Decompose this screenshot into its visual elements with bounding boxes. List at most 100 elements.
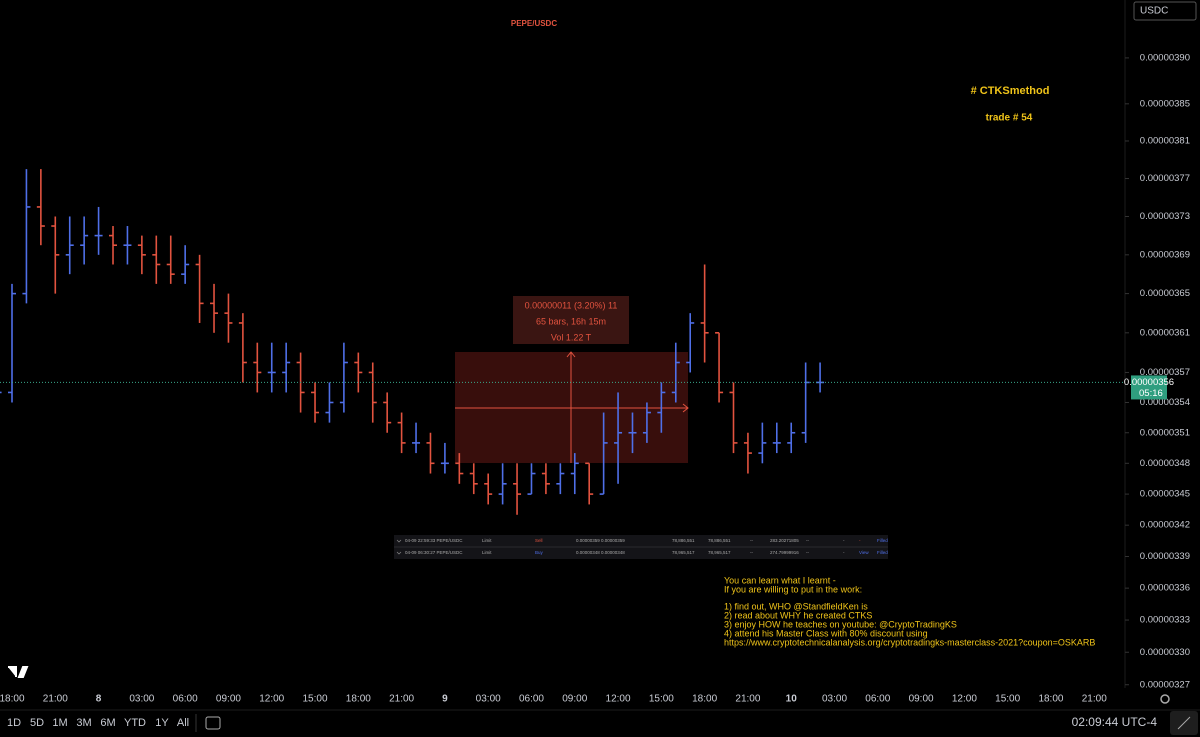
x-tick-label: 18:00 bbox=[1038, 694, 1063, 705]
order-cell: Sell bbox=[535, 538, 543, 543]
x-tick-label: 18:00 bbox=[0, 694, 25, 705]
order-cell: -- bbox=[750, 550, 753, 555]
x-tick-label: 06:00 bbox=[865, 694, 890, 705]
currency-label[interactable]: USDC bbox=[1140, 6, 1168, 17]
measure-arrow bbox=[682, 403, 689, 413]
note-line: If you are willing to put in the work: bbox=[724, 584, 862, 594]
measure-label-box bbox=[513, 296, 629, 344]
order-cell: - bbox=[843, 538, 845, 543]
range-button[interactable]: 1D bbox=[7, 717, 21, 729]
y-tick-label: 0.00000348 bbox=[1140, 458, 1190, 469]
last-price-label: 0.00000356 bbox=[1124, 377, 1174, 388]
y-tick-label: 0.00000339 bbox=[1140, 551, 1190, 562]
currency-box[interactable] bbox=[1133, 1, 1197, 21]
x-tick-label: 18:00 bbox=[346, 694, 371, 705]
chart-title: PEPE/USDC bbox=[511, 19, 557, 28]
measure-text: Vol 1.22 T bbox=[551, 332, 592, 342]
order-cell: 78,965,517 bbox=[708, 550, 731, 555]
order-cell: Limit bbox=[482, 550, 492, 555]
x-tick-label: 12:00 bbox=[606, 694, 631, 705]
y-tick-label: 0.00000354 bbox=[1140, 397, 1190, 408]
countdown: 05:16 bbox=[1139, 388, 1163, 399]
clock: 02:09:44 UTC-4 bbox=[1072, 715, 1158, 729]
range-button[interactable]: 1M bbox=[52, 717, 67, 729]
x-tick-label: 06:00 bbox=[519, 694, 544, 705]
measure-text: 65 bars, 16h 15m bbox=[536, 316, 606, 326]
order-cell: Filled bbox=[877, 550, 888, 555]
order-cell: Filled bbox=[877, 538, 888, 543]
measure-text: 0.00000011 (3.20%) 11 bbox=[525, 300, 618, 310]
x-tick-label: 21:00 bbox=[389, 694, 414, 705]
toggle-icon bbox=[1177, 716, 1191, 730]
row-chevron bbox=[396, 539, 402, 543]
x-tick-label: 21:00 bbox=[1082, 694, 1107, 705]
x-tick-label: 21:00 bbox=[735, 694, 760, 705]
note-line: You can learn what I learnt - bbox=[724, 575, 836, 585]
y-tick-label: 0.00000357 bbox=[1140, 367, 1190, 378]
y-tick-label: 0.00000373 bbox=[1140, 211, 1190, 222]
y-tick-label: 0.00000381 bbox=[1140, 135, 1190, 146]
currency-select[interactable]: USDC bbox=[1133, 1, 1197, 21]
order-cell: -- bbox=[806, 538, 809, 543]
logo bbox=[8, 666, 29, 678]
range-button[interactable]: 1Y bbox=[155, 717, 169, 729]
x-tick-label: 03:00 bbox=[129, 694, 154, 705]
order-cell: View bbox=[859, 550, 869, 555]
y-tick-label: 0.00000390 bbox=[1140, 52, 1190, 63]
note-line: 4) attend his Master Class with 80% disc… bbox=[724, 628, 928, 638]
y-tick-label: 0.00000327 bbox=[1140, 679, 1190, 690]
x-tick-label: 09:00 bbox=[909, 694, 934, 705]
y-tick-label: 0.00000361 bbox=[1140, 327, 1190, 338]
note-line: 1) find out, WHO @StandfieldKen is bbox=[724, 601, 868, 611]
annotation: trade # 54 bbox=[986, 113, 1033, 124]
y-tick-label: 0.00000351 bbox=[1140, 427, 1190, 438]
range-button[interactable]: All bbox=[177, 717, 189, 729]
x-tick-label: 09:00 bbox=[216, 694, 241, 705]
settings-icon[interactable] bbox=[1160, 694, 1170, 704]
order-cell: 274.79999916 bbox=[770, 550, 799, 555]
range-button[interactable]: 6M bbox=[100, 717, 115, 729]
order-cell: 283.20271805 bbox=[770, 538, 799, 543]
last-price-box bbox=[1131, 375, 1167, 400]
x-tick-label: 21:00 bbox=[43, 694, 68, 705]
order-cell: 0.00000348 0.00000348 bbox=[576, 550, 625, 555]
note-line: 2) read about WHY he created CTKS bbox=[724, 610, 872, 620]
order-cell: - bbox=[859, 538, 861, 543]
note-line: https://www.cryptotechnicalanalysis.org/… bbox=[724, 637, 1095, 647]
x-tick-label: 09:00 bbox=[562, 694, 587, 705]
range-button[interactable]: 5D bbox=[30, 717, 44, 729]
order-cell: 04-09 06:30:27 PEPE/USDC bbox=[405, 550, 463, 555]
x-tick-label: 12:00 bbox=[952, 694, 977, 705]
note-line: 3) enjoy HOW he teaches on youtube: @Cry… bbox=[724, 619, 957, 629]
x-tick-label: 15:00 bbox=[649, 694, 674, 705]
order-cell: 78,886,551 bbox=[708, 538, 731, 543]
x-tick-label: 8 bbox=[96, 694, 102, 705]
x-tick-label: 9 bbox=[442, 694, 448, 705]
y-tick-label: 0.00000369 bbox=[1140, 249, 1190, 260]
measure-arrow bbox=[566, 351, 576, 358]
goto-date-icon[interactable] bbox=[205, 716, 221, 730]
x-tick-label: 15:00 bbox=[995, 694, 1020, 705]
order-cell: 0.00000359 0.00000359 bbox=[576, 538, 625, 543]
x-tick-label: 18:00 bbox=[692, 694, 717, 705]
x-tick-label: 06:00 bbox=[173, 694, 198, 705]
y-tick-label: 0.00000365 bbox=[1140, 288, 1190, 299]
x-tick-label: 12:00 bbox=[259, 694, 284, 705]
x-tick-label: 03:00 bbox=[476, 694, 501, 705]
order-cell: Limit bbox=[482, 538, 492, 543]
y-tick-label: 0.00000345 bbox=[1140, 489, 1190, 500]
measure-tool: 0.00000011 (3.20%) 11 65 bars, 16h 15m V… bbox=[455, 296, 689, 463]
order-cell: - bbox=[843, 550, 845, 555]
order-cell: Buy bbox=[535, 550, 544, 555]
range-button[interactable]: 3M bbox=[76, 717, 91, 729]
order-cell: -- bbox=[750, 538, 753, 543]
x-tick-label: 10 bbox=[786, 694, 798, 705]
row-chevron bbox=[396, 551, 402, 555]
y-tick-label: 0.00000377 bbox=[1140, 173, 1190, 184]
range-button[interactable]: YTD bbox=[124, 717, 146, 729]
order-cell: -- bbox=[806, 550, 809, 555]
y-tick-label: 0.00000342 bbox=[1140, 520, 1190, 531]
annotation: # CTKSmethod bbox=[971, 85, 1050, 97]
